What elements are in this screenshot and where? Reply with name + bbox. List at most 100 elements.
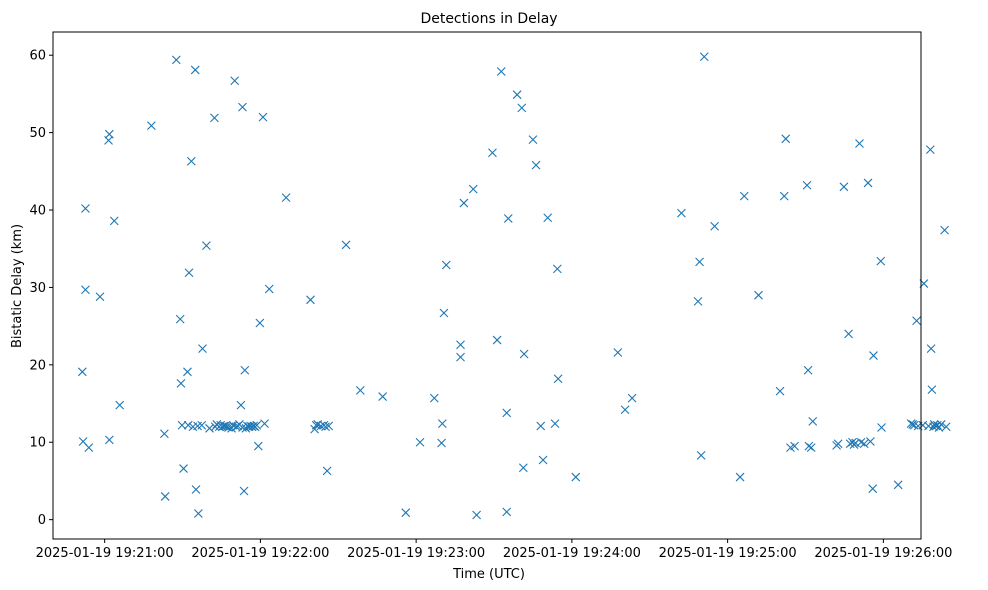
data-point xyxy=(550,419,560,429)
data-point xyxy=(844,329,853,339)
data-point xyxy=(240,365,250,375)
data-point xyxy=(258,112,268,122)
data-point xyxy=(322,466,332,476)
y-axis-label: Bistatic Delay (km) xyxy=(10,224,25,348)
data-point xyxy=(186,156,196,166)
data-point xyxy=(908,420,918,429)
data-point xyxy=(503,214,513,223)
data-point xyxy=(205,423,214,433)
data-point xyxy=(925,145,935,155)
data-point xyxy=(517,103,527,113)
y-tick-label: 30 xyxy=(29,281,46,296)
data-point xyxy=(790,441,799,451)
data-point xyxy=(252,420,262,430)
data-point xyxy=(238,102,247,112)
data-point xyxy=(183,420,193,430)
data-point xyxy=(190,65,200,75)
data-point xyxy=(699,52,709,62)
data-point xyxy=(264,284,274,294)
data-point xyxy=(81,204,90,213)
x-tick-label: 2025-01-19 19:23:00 xyxy=(347,546,485,561)
data-point xyxy=(696,451,706,460)
data-point xyxy=(437,419,447,429)
data-point xyxy=(236,400,246,410)
data-point xyxy=(472,510,482,520)
data-point xyxy=(175,314,185,324)
x-tick-label: 2025-01-19 19:24:00 xyxy=(503,546,641,561)
data-point xyxy=(260,419,269,429)
data-point xyxy=(104,435,114,445)
data-point xyxy=(868,484,878,494)
data-point xyxy=(940,225,950,235)
data-point xyxy=(197,420,207,430)
y-axis: 0 10 20 30 40 50 60 xyxy=(29,49,53,528)
data-point xyxy=(518,463,528,473)
data-point xyxy=(77,367,87,377)
data-markers xyxy=(77,52,951,520)
data-point xyxy=(115,400,125,410)
data-point xyxy=(84,443,94,453)
data-point xyxy=(81,285,90,295)
data-point xyxy=(552,264,562,274)
data-point xyxy=(159,429,169,439)
data-point xyxy=(528,135,538,144)
data-point xyxy=(543,213,553,223)
data-point xyxy=(191,485,201,494)
data-point xyxy=(710,221,720,231)
data-point xyxy=(863,178,873,188)
data-point xyxy=(415,437,425,447)
data-point xyxy=(198,344,207,353)
data-point xyxy=(321,422,330,432)
data-point xyxy=(936,420,946,429)
data-point xyxy=(177,420,187,430)
data-point xyxy=(306,295,315,305)
data-point xyxy=(553,374,563,384)
data-point xyxy=(512,90,522,100)
x-tick-label: 2025-01-19 19:21:00 xyxy=(36,546,174,561)
data-point xyxy=(865,437,875,446)
data-point xyxy=(441,260,451,270)
data-point xyxy=(281,193,291,203)
data-point xyxy=(456,352,465,362)
data-point xyxy=(839,182,849,192)
data-point xyxy=(496,67,506,76)
data-point xyxy=(802,180,812,190)
data-point xyxy=(230,76,240,86)
data-point xyxy=(184,268,194,278)
data-point xyxy=(808,416,818,426)
data-point xyxy=(941,422,951,432)
data-point xyxy=(468,184,478,194)
data-point xyxy=(613,348,623,357)
data-point xyxy=(893,480,903,490)
data-point xyxy=(247,422,257,432)
data-point xyxy=(538,455,548,465)
data-point xyxy=(459,198,469,208)
chart-title: Detections in Delay xyxy=(420,11,557,27)
data-point xyxy=(735,472,745,482)
y-tick-label: 0 xyxy=(38,513,46,528)
data-point xyxy=(109,216,119,226)
data-point xyxy=(179,464,188,473)
data-point xyxy=(193,509,203,518)
data-point xyxy=(219,421,229,431)
data-point xyxy=(804,441,814,451)
x-tick-label: 2025-01-19 19:25:00 xyxy=(659,546,797,561)
data-point xyxy=(253,441,263,451)
data-point xyxy=(803,365,813,375)
data-point xyxy=(183,367,192,377)
y-tick-label: 10 xyxy=(29,436,46,451)
data-point xyxy=(695,257,704,267)
data-point xyxy=(502,507,512,517)
data-point xyxy=(202,241,211,251)
data-point xyxy=(833,439,843,449)
data-point xyxy=(488,148,497,158)
data-point xyxy=(146,121,156,131)
data-point xyxy=(620,405,630,415)
data-point xyxy=(754,290,763,300)
data-point xyxy=(781,134,791,144)
y-tick-label: 60 xyxy=(29,49,46,64)
x-tick-label: 2025-01-19 19:26:00 xyxy=(814,546,952,561)
data-point xyxy=(859,439,869,449)
data-point xyxy=(536,421,546,431)
data-point xyxy=(341,240,351,250)
